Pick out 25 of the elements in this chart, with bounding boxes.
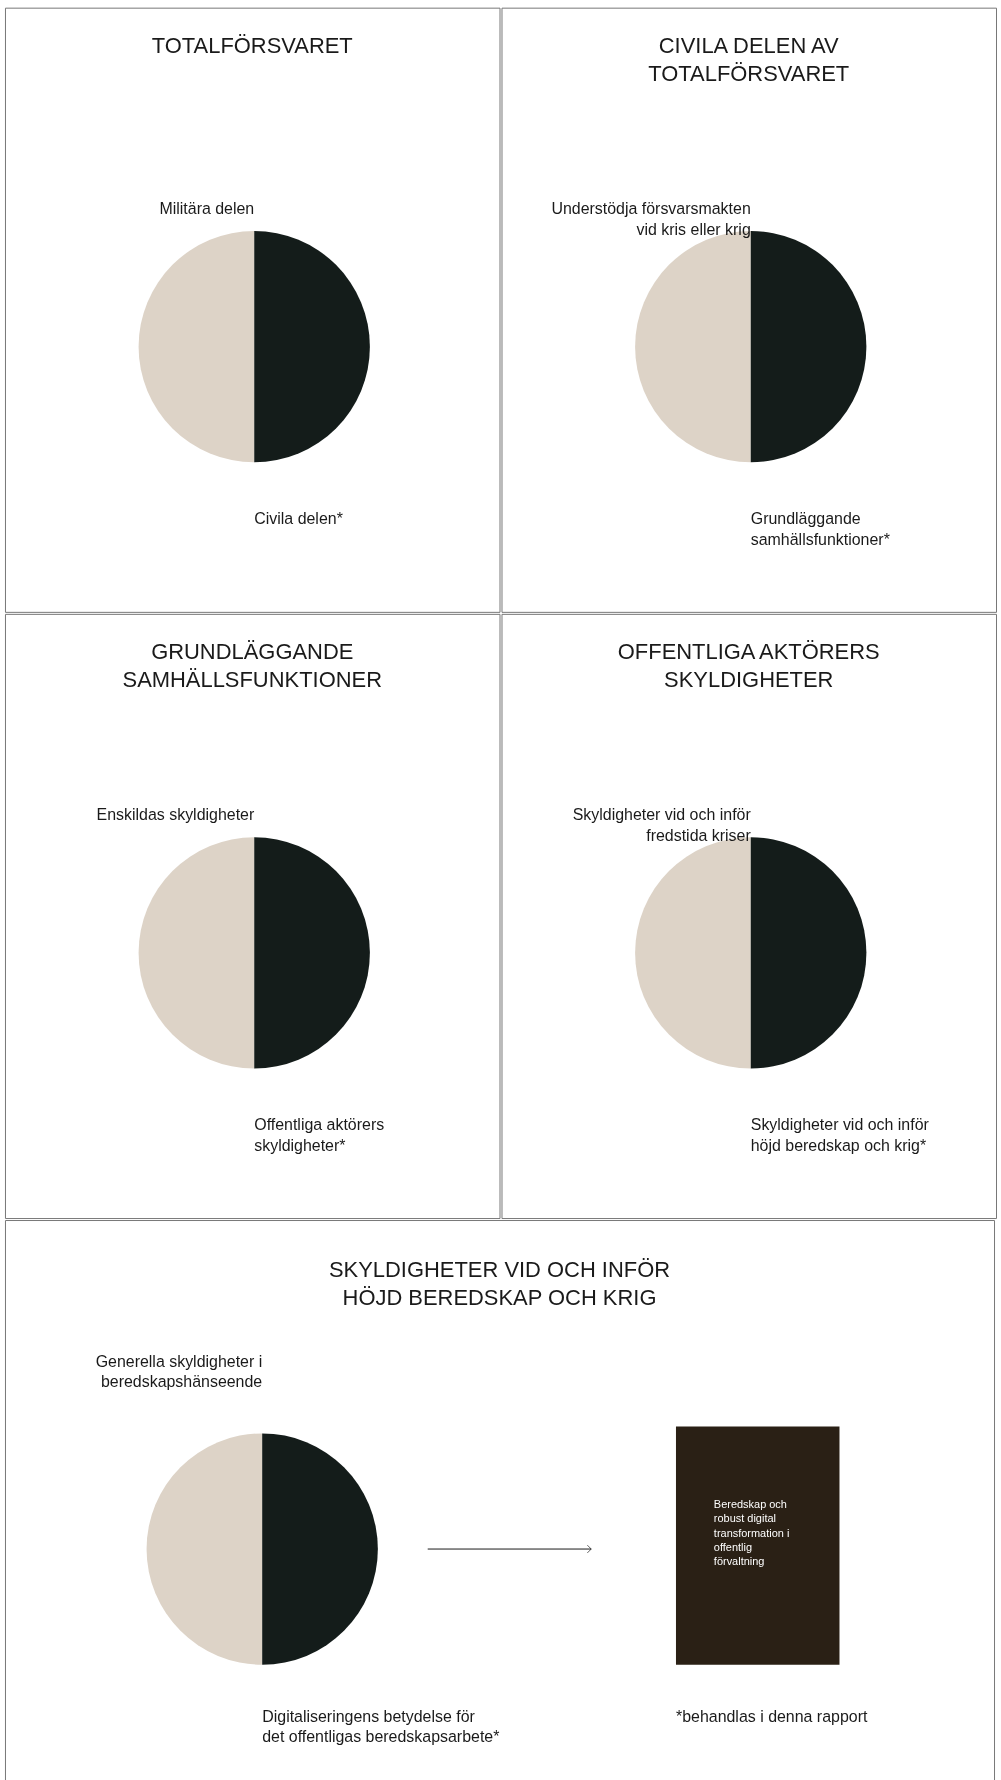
slice-label: Skyldigheter vid och inför fredstida kriser [572,806,752,844]
slice-label: Skyldigheter vid och inför höjd beredskap och krig* [750,1116,930,1155]
pie-slice [138,837,255,1069]
chart-title: CIVILA DELEN AV TOTALFÖRSVARET [648,32,850,87]
text: *behandlas i denna rapport [675,1707,868,1725]
pie-slice [138,231,255,463]
chart-title: TOTALFÖRSVARET [151,32,353,58]
pie-slice [750,837,867,1069]
text: Beredskap och robust digital transformation i offentlig förvaltning [713,1498,790,1568]
slice-label: Civila delen* [254,510,343,528]
slice-label: Enskildas skyldigheter [96,806,255,824]
pie-slice [750,231,867,463]
slice-label: Grundläggande samhällsfunktioner* [750,510,890,548]
chart-title: GRUNDLÄGGANDE SAMHÄLLSFUNKTIONER [122,638,382,693]
slice-label: Understödja försvarsmakten vid kris eller krig [551,200,751,238]
slice-label: Offentliga aktörers skyldigheter* [254,1116,385,1155]
chart-title: SKYLDIGHETER VID OCH INFÖR HÖJD BEREDSKAP OCH KRIG [328,1256,671,1311]
pie-slice [254,231,370,463]
slice-label: Generella skyldigheter i beredskapshänseende [95,1352,263,1391]
pie-slice [254,837,370,1069]
pie-slice [146,1433,263,1665]
chart-title: OFFENTLIGA AKTÖRERS SKYLDIGHETER [617,638,880,693]
slice-label: Militära delen [159,200,255,218]
pie-slice [262,1433,378,1665]
slice-label: Digitaliseringens betydelse för det offentligas beredskapsarbete* [262,1707,500,1746]
